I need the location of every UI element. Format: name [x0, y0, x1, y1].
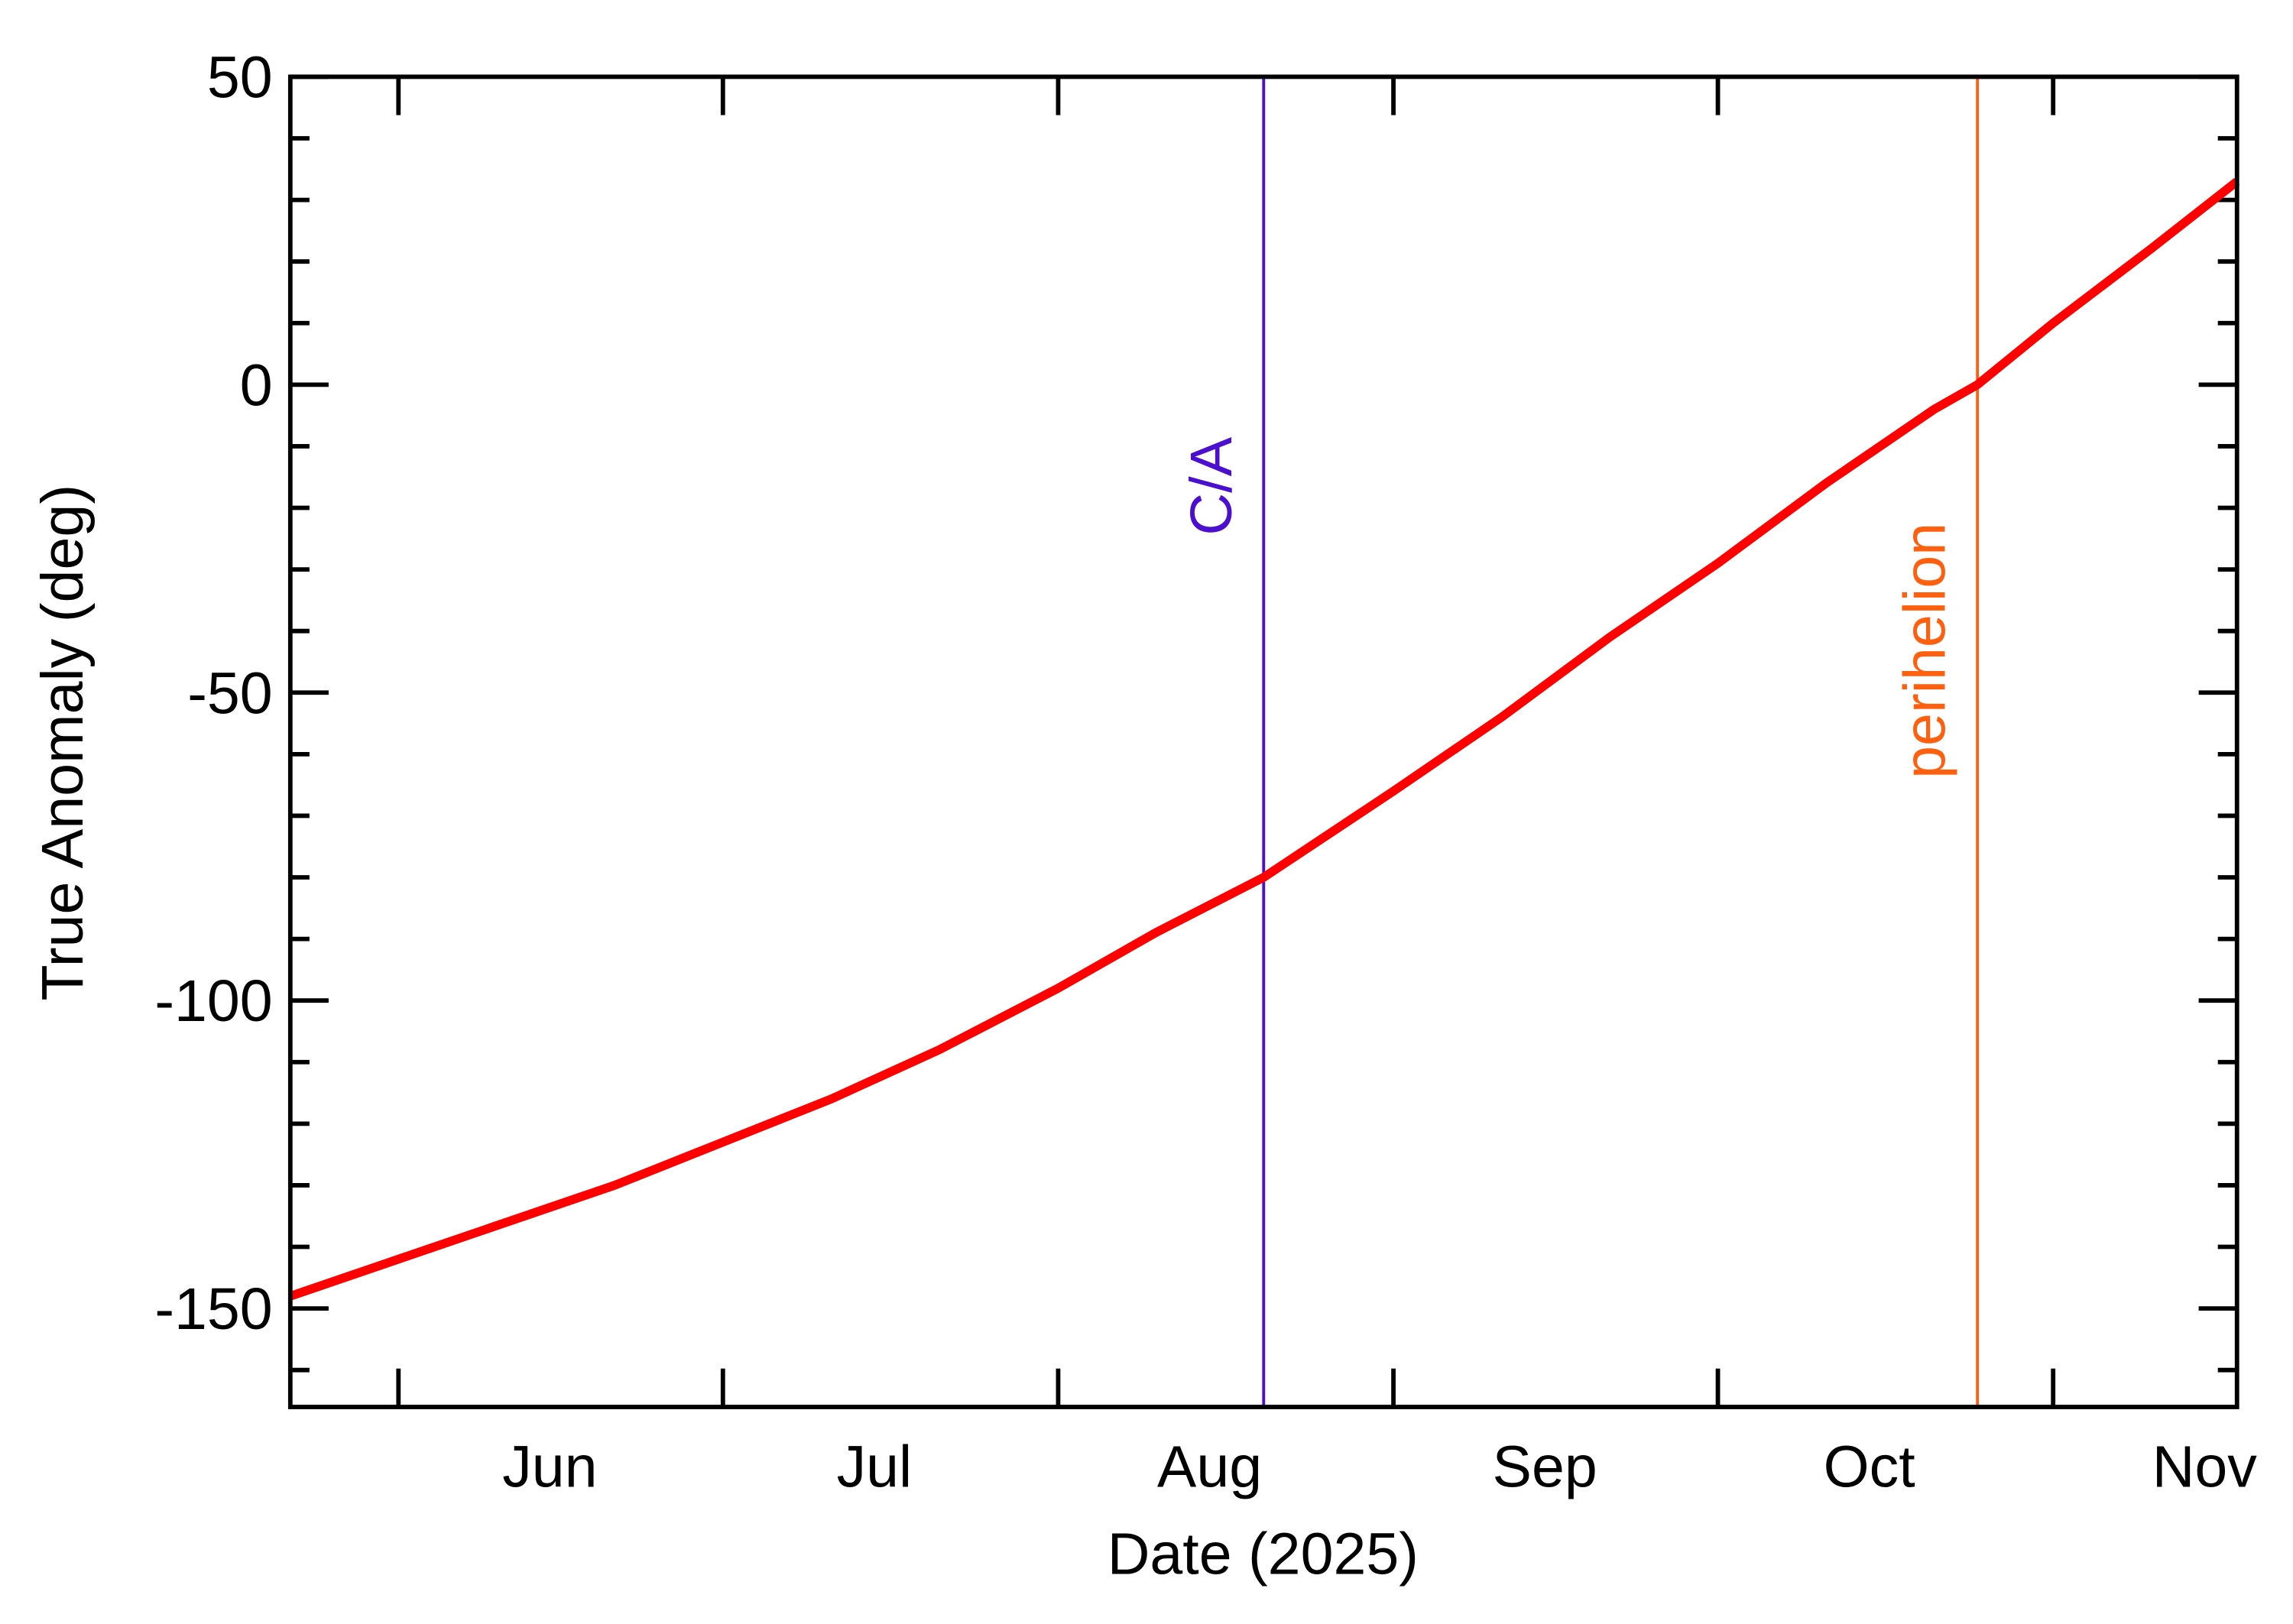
x-tick-label: Jun [502, 1434, 597, 1499]
y-tick-label: 0 [240, 352, 273, 418]
marker-label: perihelion [1892, 523, 1958, 779]
y-tick-label: -50 [187, 660, 272, 726]
x-tick-label: Sep [1493, 1434, 1597, 1499]
x-tick-label: Oct [1824, 1434, 1915, 1499]
x-tick-label: Nov [2152, 1434, 2258, 1499]
plot-frame [287, 74, 2239, 1409]
y-tick-label: -100 [154, 968, 272, 1034]
x-tick-label: Jul [837, 1434, 913, 1499]
y-tick-label: 50 [207, 44, 273, 110]
y-axis-label: True Anomaly (deg) [30, 485, 96, 1001]
y-tick-label: -150 [154, 1276, 272, 1342]
marker-label: C/A [1179, 436, 1244, 535]
x-tick-label: Aug [1157, 1434, 1262, 1499]
data-line [288, 177, 2240, 1301]
x-axis-label: Date (2025) [1108, 1521, 1419, 1587]
